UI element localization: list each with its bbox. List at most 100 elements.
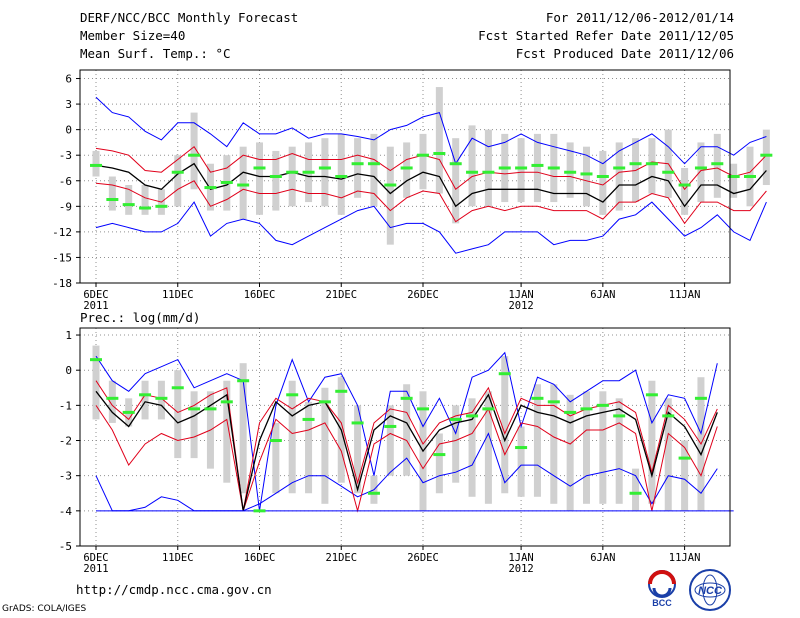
temp-median-mark bbox=[188, 153, 201, 157]
precip-median-mark bbox=[302, 417, 315, 421]
temp-median-mark bbox=[694, 166, 707, 170]
temp-median-mark bbox=[449, 162, 462, 166]
source-url[interactable]: http://cmdp.ncc.cma.gov.cn bbox=[76, 582, 272, 597]
precip-member-box bbox=[354, 405, 362, 494]
ncc-logo: NCC bbox=[689, 569, 731, 611]
temp-member-box bbox=[370, 133, 378, 207]
temp-ytick-label: -15 bbox=[52, 251, 72, 264]
temp-median-mark bbox=[122, 203, 135, 207]
precip-median-mark bbox=[400, 396, 413, 400]
precip-member-box bbox=[468, 398, 476, 497]
precip-xtick-label: 11DEC bbox=[162, 552, 194, 564]
precip-ytick-label: -5 bbox=[59, 540, 72, 553]
temp-member-box bbox=[681, 167, 689, 215]
temp-median-mark bbox=[629, 162, 642, 166]
precip-member-box bbox=[484, 391, 492, 504]
precip-member-box bbox=[501, 356, 509, 494]
temp-median-mark bbox=[482, 170, 495, 174]
precip-frame bbox=[79, 327, 731, 547]
temp-member-box bbox=[272, 150, 280, 211]
precip-median-mark bbox=[188, 407, 201, 411]
temp-xtick-label: 6JAN bbox=[590, 289, 615, 301]
temp-xtick-label: 11JAN bbox=[669, 289, 701, 301]
temp-median-mark bbox=[744, 175, 756, 178]
precip-xtick-label: 1JAN bbox=[508, 552, 533, 564]
temp-ytick-label: 3 bbox=[65, 98, 72, 111]
precip-member-box bbox=[664, 398, 672, 511]
temp-median-mark bbox=[269, 175, 282, 178]
precip-ytick-label: -2 bbox=[59, 435, 72, 448]
precip-median-mark bbox=[335, 389, 348, 393]
temp-xtick-label: 26DEC bbox=[407, 289, 439, 301]
temp-median-mark bbox=[711, 162, 724, 166]
temp-member-box bbox=[92, 150, 100, 177]
precip-median-mark bbox=[531, 396, 544, 400]
precip-member-box bbox=[174, 370, 182, 459]
temp-median-mark bbox=[580, 172, 593, 176]
temp-member-box bbox=[730, 163, 738, 198]
precip-ytick-label: -4 bbox=[59, 505, 73, 518]
precip-median-mark bbox=[645, 393, 658, 397]
precip-xtick-label: 16DEC bbox=[244, 552, 276, 564]
precip-median-mark bbox=[596, 403, 609, 407]
temp-xtick-label: 16DEC bbox=[244, 289, 276, 301]
precip-member-box bbox=[681, 440, 689, 511]
temp-median-mark bbox=[645, 162, 658, 166]
temp-ytick-label: -6 bbox=[59, 175, 72, 188]
temp-median-mark bbox=[400, 166, 413, 170]
temp-ytick-label: 0 bbox=[65, 124, 72, 137]
temp-member-box bbox=[141, 185, 149, 215]
temp-member-box bbox=[484, 129, 492, 207]
precip-median-mark bbox=[367, 491, 380, 495]
precip-member-box bbox=[288, 380, 296, 494]
precip-xtick-label: 11JAN bbox=[669, 552, 701, 564]
precip-median-mark bbox=[515, 446, 528, 450]
member-size: Member Size=40 bbox=[80, 28, 186, 43]
precip-member-box bbox=[190, 391, 198, 459]
temp-median-mark bbox=[237, 183, 250, 187]
temp-median-mark bbox=[220, 180, 233, 184]
fcst-started-date: Fcst Started Refer Date 2011/12/05 bbox=[478, 28, 734, 43]
temp-member-box bbox=[419, 133, 427, 190]
precip-member-box bbox=[632, 468, 640, 511]
temp-median-mark bbox=[417, 153, 429, 157]
temp-member-box bbox=[648, 138, 656, 194]
temp-median-mark bbox=[139, 206, 152, 210]
temp-member-box bbox=[354, 138, 362, 198]
precip-member-box bbox=[223, 380, 231, 483]
temp-median-mark bbox=[727, 175, 740, 178]
precip-member-box bbox=[648, 380, 656, 504]
precip-mean-line bbox=[95, 390, 718, 511]
precip-median-mark bbox=[253, 509, 266, 513]
precip-median-mark bbox=[613, 414, 626, 418]
precip-ytick-label: 1 bbox=[65, 329, 72, 342]
precip-upper-line bbox=[95, 380, 718, 511]
temp-member-box bbox=[174, 155, 182, 207]
temp-member-box bbox=[403, 142, 411, 198]
temp-median-mark bbox=[286, 170, 299, 174]
precip-median-mark bbox=[433, 453, 446, 457]
precip-median-mark bbox=[351, 421, 364, 425]
temp-median-mark bbox=[155, 204, 168, 208]
temp-member-box bbox=[321, 138, 329, 207]
temp-member-box bbox=[533, 133, 541, 203]
temp-member-box bbox=[288, 146, 296, 207]
temp-mean-line bbox=[95, 162, 767, 208]
temp-ytick-label: -9 bbox=[59, 200, 72, 213]
precip-median-mark bbox=[449, 417, 462, 421]
temp-median-mark bbox=[596, 175, 609, 178]
temp-member-box bbox=[108, 176, 116, 211]
precip-median-mark bbox=[498, 372, 511, 376]
precip-median-mark bbox=[106, 396, 119, 400]
precip-member-box bbox=[533, 384, 541, 497]
temp-median-mark bbox=[318, 166, 331, 170]
precip-max-line bbox=[95, 351, 718, 511]
temp-member-box bbox=[452, 138, 460, 224]
temp-member-box bbox=[599, 150, 607, 215]
precip-xtick-label: 6DEC bbox=[83, 552, 108, 564]
precip-member-box bbox=[386, 405, 394, 476]
temp-median-mark bbox=[678, 183, 691, 187]
precip-median-mark bbox=[694, 396, 707, 400]
temp-median-mark bbox=[564, 170, 577, 174]
temp-min-line bbox=[95, 201, 767, 254]
